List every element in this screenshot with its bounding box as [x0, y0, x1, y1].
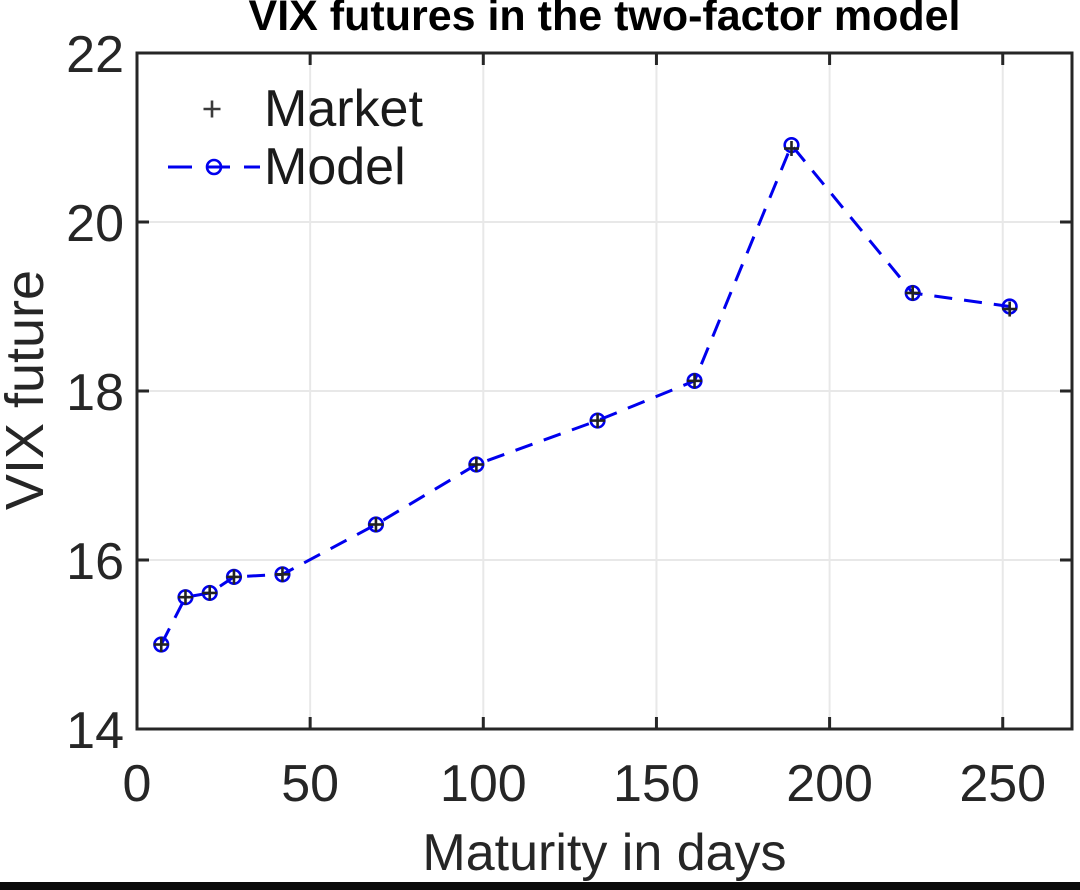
y-tick-label: 22	[66, 26, 124, 84]
x-tick-label: 200	[786, 755, 873, 813]
x-tick-label: 250	[959, 755, 1046, 813]
y-tick-label: 18	[66, 364, 124, 422]
x-tick-label: 100	[440, 755, 527, 813]
x-tick-label: 50	[281, 755, 339, 813]
gridlines	[137, 53, 1072, 729]
model-dashed-circle-icon	[168, 158, 260, 176]
y-tick-label: 16	[66, 533, 124, 591]
x-axis-label: Maturity in days	[422, 824, 787, 882]
legend: Market Model	[162, 80, 423, 196]
legend-row-model: Model	[162, 138, 423, 196]
x-tick-label: 150	[613, 755, 700, 813]
tick-marks	[135, 51, 1072, 731]
data-series	[153, 137, 1018, 653]
legend-label-model: Model	[264, 138, 406, 196]
chart-title: VIX futures in the two-factor model	[248, 0, 961, 40]
tick-labels: 0 50 100 150 200 250 14 16 18 20 22	[66, 26, 1046, 813]
y-axis-label: VIX future	[0, 269, 55, 511]
y-tick-label: 20	[66, 195, 124, 253]
legend-label-market: Market	[264, 80, 423, 138]
y-tick-label: 14	[66, 702, 124, 760]
market-plus-icon	[203, 100, 221, 118]
bottom-edge-bar	[0, 882, 1080, 890]
legend-row-market: Market	[162, 80, 423, 138]
x-tick-label: 0	[123, 755, 152, 813]
